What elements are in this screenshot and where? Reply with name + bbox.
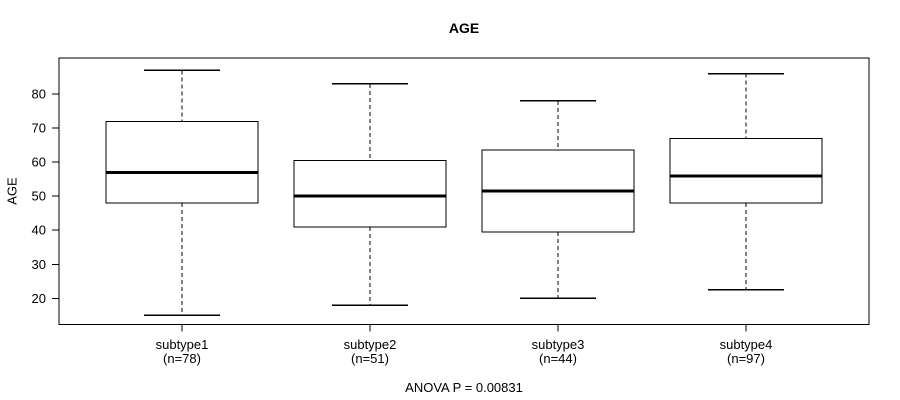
group-label: subtype1 [155,337,209,352]
y-tick-label: 60 [32,155,46,170]
chart-title: AGE [448,20,480,36]
box-subtype1 [105,120,259,204]
group-label: subtype4 [719,337,773,352]
y-tick-label: 50 [32,189,46,204]
anova-p-note: ANOVA P = 0.00831 [405,380,523,395]
group-label: subtype2 [343,337,397,352]
y-tick-label: 80 [32,87,46,102]
plot-frame [58,57,870,325]
box-subtype2 [293,159,447,228]
x-tick-label-subtype3: subtype3 (n=44) [464,338,652,366]
x-tick-label-subtype4: subtype4 (n=97) [652,338,840,366]
y-tick-label: 20 [32,291,46,306]
x-tick-label-subtype2: subtype2 (n=51) [276,338,464,366]
y-tick-label: 70 [32,121,46,136]
y-tick-label: 40 [32,223,46,238]
group-n-label: (n=51) [351,351,389,366]
group-n-label: (n=44) [539,351,577,366]
x-tick-label-subtype1: subtype1 (n=78) [88,338,276,366]
group-n-label: (n=78) [163,351,201,366]
y-tick-label: 30 [32,257,46,272]
group-label: subtype3 [531,337,585,352]
group-n-label: (n=97) [727,351,765,366]
box-subtype4 [669,137,823,204]
